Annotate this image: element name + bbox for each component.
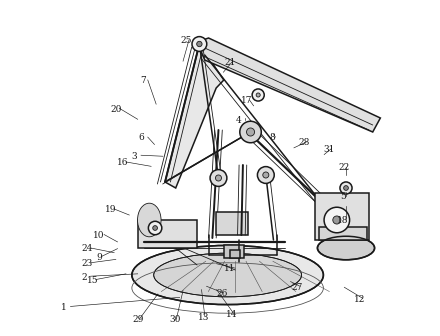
Text: 30: 30 [169,316,180,324]
Text: 28: 28 [298,138,310,147]
Text: 18: 18 [337,216,348,224]
Circle shape [324,207,350,233]
Circle shape [210,170,227,186]
Text: 9: 9 [96,253,102,261]
Text: 14: 14 [226,310,238,319]
Text: 20: 20 [110,105,121,114]
Bar [319,227,367,240]
Text: 23: 23 [82,259,93,268]
Text: 29: 29 [132,316,143,324]
Text: 8: 8 [269,133,275,142]
Circle shape [340,182,352,194]
Circle shape [240,121,261,143]
Circle shape [246,128,255,136]
Text: 21: 21 [224,58,236,67]
Text: 5: 5 [340,192,345,201]
Text: 6: 6 [138,133,144,142]
Text: 31: 31 [323,145,335,154]
Text: 22: 22 [339,164,350,172]
Text: 10: 10 [93,231,105,240]
Text: 1: 1 [61,303,66,312]
Ellipse shape [317,236,374,260]
Circle shape [256,93,260,97]
Text: 15: 15 [87,276,98,285]
Text: 11: 11 [224,264,236,273]
Text: 17: 17 [241,96,253,105]
Circle shape [216,175,221,181]
Text: 19: 19 [105,206,117,214]
Bar [315,193,369,240]
Circle shape [252,89,264,101]
Text: 12: 12 [354,295,365,303]
Circle shape [197,41,202,47]
Bar [216,212,248,235]
Ellipse shape [132,245,323,304]
Circle shape [344,186,348,191]
Circle shape [192,37,207,51]
Circle shape [153,226,158,230]
Text: 13: 13 [198,313,209,322]
Text: 4: 4 [235,117,242,125]
Text: 27: 27 [292,283,303,292]
Bar [224,245,244,258]
Bar [230,250,240,258]
Ellipse shape [154,253,301,297]
Text: 26: 26 [216,290,227,298]
Text: 16: 16 [117,159,128,167]
Bar [138,220,197,248]
Polygon shape [165,44,224,188]
Text: 2: 2 [81,273,87,282]
Circle shape [148,221,162,235]
Ellipse shape [138,203,161,237]
Text: 24: 24 [81,244,93,253]
Circle shape [263,172,269,178]
Polygon shape [197,38,380,132]
Text: 7: 7 [140,76,146,85]
Text: 25: 25 [181,36,192,45]
Circle shape [257,167,274,183]
Circle shape [333,216,341,224]
Text: 3: 3 [132,152,137,161]
